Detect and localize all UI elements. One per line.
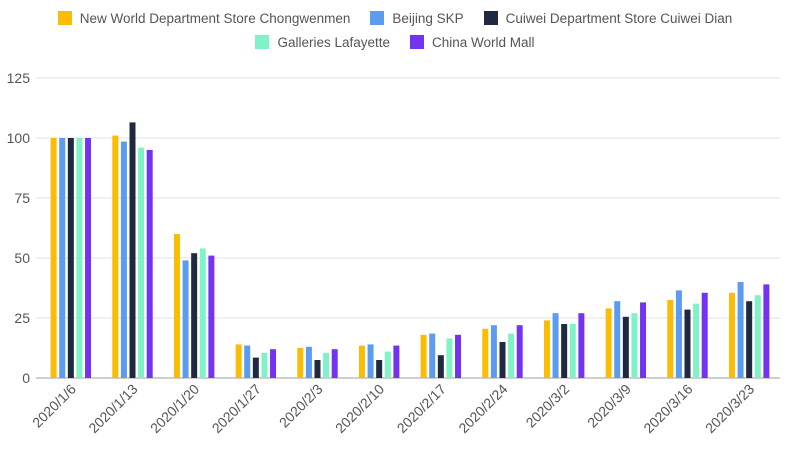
legend-swatch-series-2 bbox=[370, 11, 385, 25]
bar-1-12 bbox=[728, 292, 735, 378]
bar-1-4 bbox=[235, 344, 242, 378]
bar-2-12 bbox=[737, 282, 744, 378]
bar-1-10 bbox=[605, 308, 612, 378]
legend-row-2: Galleries Lafayette China World Mall bbox=[0, 30, 790, 54]
bar-4-9 bbox=[569, 324, 576, 378]
bar-5-2 bbox=[146, 150, 153, 378]
bar-2-8 bbox=[490, 325, 497, 378]
x-tick-label: 2020/3/2 bbox=[522, 381, 572, 431]
y-tick-label: 25 bbox=[14, 310, 30, 326]
bar-4-1 bbox=[76, 138, 83, 378]
bar-4-5 bbox=[323, 352, 330, 378]
bar-2-2 bbox=[120, 141, 127, 378]
y-tick-label: 75 bbox=[14, 190, 30, 206]
x-tick-label: 2020/1/13 bbox=[85, 381, 141, 437]
bar-4-4 bbox=[261, 352, 268, 378]
bar-3-3 bbox=[191, 253, 198, 378]
bar-2-7 bbox=[429, 333, 436, 378]
bar-3-4 bbox=[252, 357, 259, 378]
bar-5-3 bbox=[208, 255, 215, 378]
bar-4-8 bbox=[508, 333, 515, 378]
bar-3-7 bbox=[437, 355, 444, 378]
bar-2-4 bbox=[244, 345, 251, 378]
y-tick-label: 50 bbox=[14, 250, 30, 266]
bar-4-2 bbox=[138, 147, 145, 378]
bar-5-10 bbox=[640, 302, 647, 378]
bar-5-8 bbox=[516, 325, 523, 378]
bar-3-5 bbox=[314, 360, 321, 378]
x-tick-label: 2020/1/6 bbox=[29, 381, 79, 431]
bar-3-9 bbox=[561, 324, 568, 378]
bar-1-3 bbox=[173, 234, 180, 378]
bar-3-11 bbox=[684, 309, 691, 378]
bar-5-1 bbox=[85, 138, 92, 378]
bar-4-7 bbox=[446, 338, 453, 378]
bar-4-10 bbox=[631, 313, 638, 378]
bar-2-11 bbox=[675, 290, 682, 378]
legend-item-series-3: Cuiwei Department Store Cuiwei Dian bbox=[483, 10, 733, 26]
x-tick-label: 2020/3/9 bbox=[584, 381, 634, 431]
bar-3-12 bbox=[746, 301, 753, 378]
bar-1-2 bbox=[112, 135, 119, 378]
x-tick-label: 2020/3/16 bbox=[640, 381, 696, 437]
x-tick-label: 2020/2/10 bbox=[332, 381, 388, 437]
bar-5-12 bbox=[763, 284, 770, 378]
legend-label-series-3: Cuiwei Department Store Cuiwei Dian bbox=[505, 10, 733, 26]
bar-5-7 bbox=[455, 334, 462, 378]
legend-item-series-1: New World Department Store Chongwenmen bbox=[57, 10, 351, 26]
bar-2-9 bbox=[552, 313, 559, 378]
bar-3-10 bbox=[622, 316, 629, 378]
bar-2-3 bbox=[182, 260, 189, 378]
x-tick-label: 2020/2/3 bbox=[276, 381, 326, 431]
legend-swatch-series-5 bbox=[410, 35, 424, 49]
chart-legend: New World Department Store Chongwenmen B… bbox=[0, 6, 790, 54]
bar-1-11 bbox=[667, 300, 674, 378]
legend-label-series-5: China World Mall bbox=[432, 34, 535, 50]
legend-item-series-4: Galleries Lafayette bbox=[255, 35, 390, 50]
legend-row-1: New World Department Store Chongwenmen B… bbox=[0, 6, 790, 30]
legend-item-series-5: China World Mall bbox=[410, 35, 535, 50]
bar-4-6 bbox=[384, 351, 391, 378]
x-tick-label: 2020/3/23 bbox=[702, 381, 758, 437]
legend-swatch-series-4 bbox=[255, 35, 270, 49]
bar-3-8 bbox=[499, 342, 506, 378]
bar-5-6 bbox=[393, 345, 400, 378]
bar-4-11 bbox=[693, 303, 700, 378]
legend-label-series-1: New World Department Store Chongwenmen bbox=[79, 10, 351, 26]
legend-label-series-2: Beijing SKP bbox=[392, 10, 464, 26]
y-tick-label: 100 bbox=[7, 130, 31, 146]
x-tick-label: 2020/1/27 bbox=[209, 381, 265, 437]
bar-3-2 bbox=[129, 122, 136, 379]
bar-5-4 bbox=[270, 349, 277, 378]
bar-2-5 bbox=[305, 346, 312, 378]
bar-2-1 bbox=[59, 138, 66, 378]
y-tick-label: 0 bbox=[22, 370, 30, 386]
legend-item-series-2: Beijing SKP bbox=[370, 10, 464, 26]
bar-4-3 bbox=[199, 248, 206, 378]
bar-1-9 bbox=[543, 320, 550, 378]
bar-1-5 bbox=[297, 348, 304, 378]
y-tick-label: 125 bbox=[7, 70, 31, 86]
bar-2-6 bbox=[367, 344, 374, 378]
bar-2-10 bbox=[614, 301, 621, 378]
bar-1-7 bbox=[420, 334, 427, 378]
bar-5-5 bbox=[331, 349, 338, 378]
x-tick-label: 2020/2/24 bbox=[455, 381, 511, 437]
bar-3-6 bbox=[376, 360, 383, 378]
legend-swatch-series-3 bbox=[483, 11, 498, 25]
legend-label-series-4: Galleries Lafayette bbox=[277, 34, 390, 50]
bar-1-6 bbox=[358, 345, 365, 378]
x-tick-label: 2020/1/20 bbox=[147, 381, 203, 437]
bar-5-11 bbox=[701, 292, 708, 378]
legend-swatch-series-1 bbox=[57, 11, 72, 25]
bar-3-1 bbox=[67, 138, 74, 378]
bar-1-8 bbox=[482, 328, 489, 378]
bar-5-9 bbox=[578, 313, 585, 378]
bar-4-12 bbox=[754, 295, 761, 378]
x-tick-label: 2020/2/17 bbox=[394, 381, 450, 437]
bar-1-1 bbox=[50, 138, 57, 378]
